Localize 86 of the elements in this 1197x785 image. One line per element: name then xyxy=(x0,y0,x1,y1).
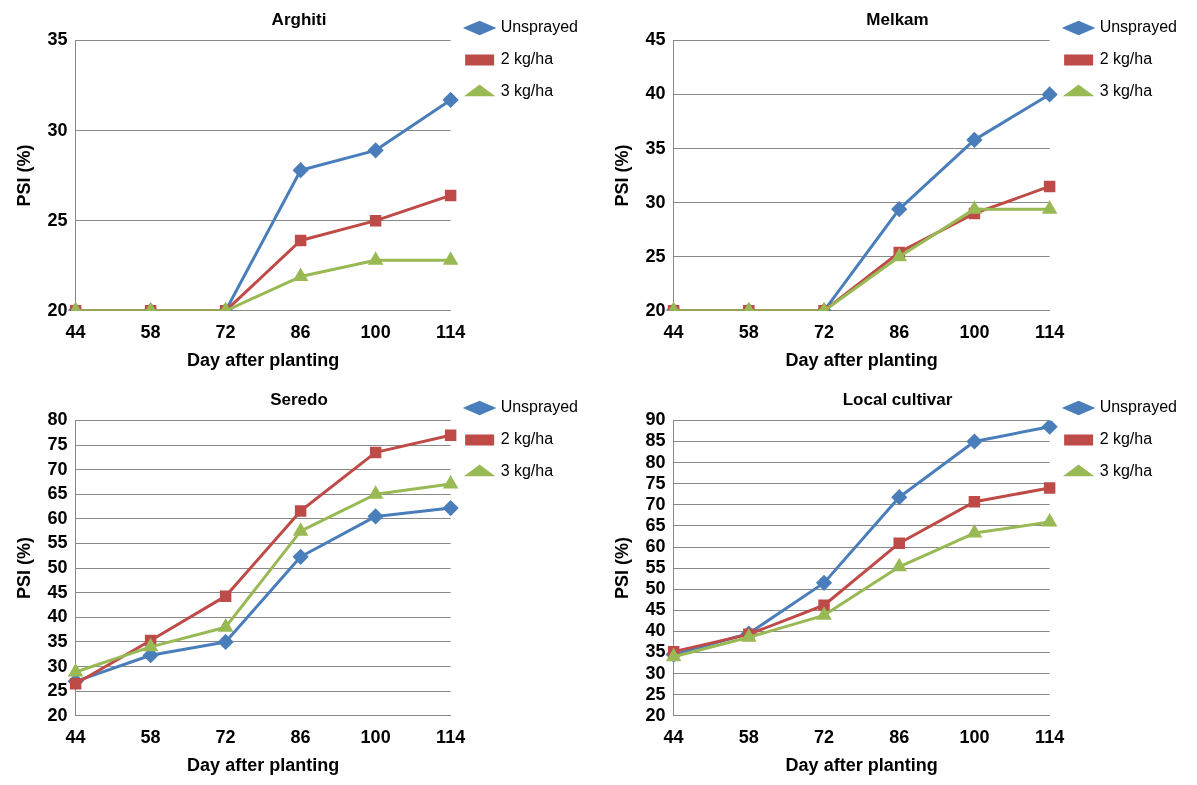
x-tick-label: 72 xyxy=(814,726,835,747)
y-tick-label: 20 xyxy=(645,704,666,725)
x-tick-label: 44 xyxy=(663,321,684,342)
x-tick-label: 100 xyxy=(360,321,391,342)
x-tick-label: 72 xyxy=(215,726,236,747)
chart-title: Seredo xyxy=(270,389,328,409)
y-tick-label: 55 xyxy=(47,532,68,553)
x-tick-label: 114 xyxy=(436,321,466,342)
y-tick-label: 70 xyxy=(47,458,68,479)
x-tick-label: 72 xyxy=(814,321,835,342)
legend-label: 3 kg/ha xyxy=(1099,82,1153,100)
x-tick-label: 100 xyxy=(959,321,990,342)
y-tick-label: 70 xyxy=(645,493,666,514)
y-axis-title: PSI (%) xyxy=(611,537,632,600)
legend-label: Unsprayed xyxy=(1099,18,1177,36)
x-tick-label: 100 xyxy=(360,726,391,747)
y-tick-label: 35 xyxy=(645,137,666,158)
x-tick-label: 58 xyxy=(738,321,759,342)
y-tick-label: 30 xyxy=(645,191,666,212)
x-tick-label: 86 xyxy=(889,321,910,342)
y-tick-label: 25 xyxy=(47,209,68,230)
x-tick-label: 58 xyxy=(140,726,161,747)
y-tick-label: 90 xyxy=(645,409,666,430)
legend-label: Unsprayed xyxy=(1099,398,1177,416)
y-tick-label: 60 xyxy=(47,507,68,528)
y-tick-label: 80 xyxy=(645,451,666,472)
y-tick-label: 80 xyxy=(47,409,68,430)
y-tick-label: 45 xyxy=(645,29,666,50)
x-tick-label: 114 xyxy=(1035,321,1065,342)
y-tick-label: 45 xyxy=(645,599,666,620)
y-tick-label: 75 xyxy=(645,472,666,493)
y-tick-label: 30 xyxy=(47,655,68,676)
y-tick-label: 40 xyxy=(645,620,666,641)
y-tick-label: 25 xyxy=(645,683,666,704)
y-tick-label: 50 xyxy=(645,578,666,599)
x-tick-label: 58 xyxy=(738,726,759,747)
y-tick-label: 35 xyxy=(47,29,68,50)
x-tick-label: 86 xyxy=(290,321,311,342)
y-axis-title: PSI (%) xyxy=(13,144,34,207)
x-tick-label: 86 xyxy=(889,726,910,747)
x-tick-label: 114 xyxy=(436,726,466,747)
legend-label: 3 kg/ha xyxy=(1099,462,1153,480)
x-axis-title: Day after planting xyxy=(187,755,340,776)
y-tick-label: 60 xyxy=(645,535,666,556)
x-tick-label: 44 xyxy=(65,726,86,747)
y-tick-label: 55 xyxy=(645,557,666,578)
y-tick-label: 50 xyxy=(47,557,68,578)
y-tick-label: 25 xyxy=(645,245,666,266)
x-tick-label: 44 xyxy=(65,321,86,342)
chart-title: Local cultivar xyxy=(842,389,953,409)
y-tick-label: 30 xyxy=(645,662,666,683)
x-axis-title: Day after planting xyxy=(785,755,938,776)
y-tick-label: 75 xyxy=(47,433,68,454)
legend-label: Unsprayed xyxy=(500,398,578,416)
y-tick-label: 45 xyxy=(47,581,68,602)
legend-label: Unsprayed xyxy=(500,18,578,36)
x-tick-label: 114 xyxy=(1035,726,1065,747)
y-axis-title: PSI (%) xyxy=(611,144,632,207)
x-tick-label: 86 xyxy=(290,726,311,747)
x-tick-label: 44 xyxy=(663,726,684,747)
x-tick-label: 100 xyxy=(959,726,990,747)
y-tick-label: 20 xyxy=(645,299,666,320)
y-tick-label: 20 xyxy=(47,299,68,320)
chart-title: Arghiti xyxy=(271,9,327,29)
y-tick-label: 85 xyxy=(645,430,666,451)
x-axis-title: Day after planting xyxy=(785,350,938,371)
legend-label: 2 kg/ha xyxy=(1099,50,1153,68)
legend-label: 3 kg/ha xyxy=(500,82,554,100)
y-tick-label: 35 xyxy=(47,630,68,651)
y-tick-label: 35 xyxy=(645,641,666,662)
legend-label: 2 kg/ha xyxy=(500,430,554,448)
y-tick-label: 20 xyxy=(47,704,68,725)
x-tick-label: 72 xyxy=(215,321,236,342)
y-tick-label: 25 xyxy=(47,680,68,701)
legend-label: 2 kg/ha xyxy=(500,50,554,68)
y-tick-label: 40 xyxy=(47,606,68,627)
x-tick-label: 58 xyxy=(140,321,161,342)
legend-label: 3 kg/ha xyxy=(500,462,554,480)
y-tick-label: 65 xyxy=(47,483,68,504)
y-tick-label: 40 xyxy=(645,83,666,104)
legend-label: 2 kg/ha xyxy=(1099,430,1153,448)
y-tick-label: 30 xyxy=(47,119,68,140)
y-axis-title: PSI (%) xyxy=(13,537,34,600)
y-tick-label: 65 xyxy=(645,514,666,535)
chart-title: Melkam xyxy=(866,9,929,29)
x-axis-title: Day after planting xyxy=(187,350,340,371)
